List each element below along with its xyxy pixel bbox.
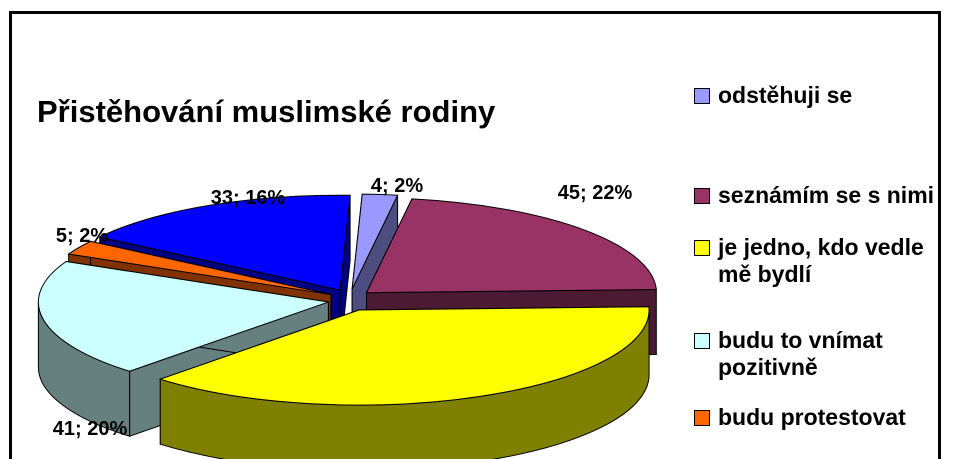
legend-swatch — [694, 240, 710, 256]
chart-frame — [9, 11, 941, 459]
legend-item: budu protestovat — [690, 404, 940, 459]
data-label: 45; 22% — [558, 182, 633, 204]
legend-item: je jedno, kdo vedle mě bydlí — [690, 234, 940, 327]
legend-label: budu to vnímat pozitivně — [718, 327, 883, 380]
legend-item: odstěhuji se — [690, 82, 940, 182]
data-label: 4; 2% — [371, 175, 423, 197]
slice — [67, 240, 331, 296]
legend-label: seznámím se s nimi — [718, 182, 935, 208]
legend-item: seznámím se s nimi — [690, 182, 940, 234]
data-label: 5; 2% — [56, 225, 108, 247]
legend-swatch — [694, 333, 710, 349]
legend-item: budu to vnímat pozitivně — [690, 327, 940, 404]
legend-swatch — [694, 410, 710, 426]
data-label: 41; 20% — [53, 418, 128, 440]
legend-label: budu protestovat — [718, 404, 906, 430]
chart-title: Přistěhování muslimské rodiny — [37, 94, 496, 129]
data-label: 33; 16% — [211, 187, 286, 209]
legend-swatch — [694, 88, 710, 104]
legend: odstěhuji se seznámím se s nimi je jedno, … — [690, 82, 940, 459]
slice — [158, 306, 650, 406]
legend-swatch — [694, 188, 710, 204]
slice — [365, 198, 657, 294]
slice — [37, 260, 329, 372]
legend-label: je jedno, kdo vedle mě bydlí — [718, 234, 924, 287]
legend-label: odstěhuji se — [718, 82, 853, 108]
slice — [98, 194, 351, 291]
slice — [351, 193, 399, 290]
